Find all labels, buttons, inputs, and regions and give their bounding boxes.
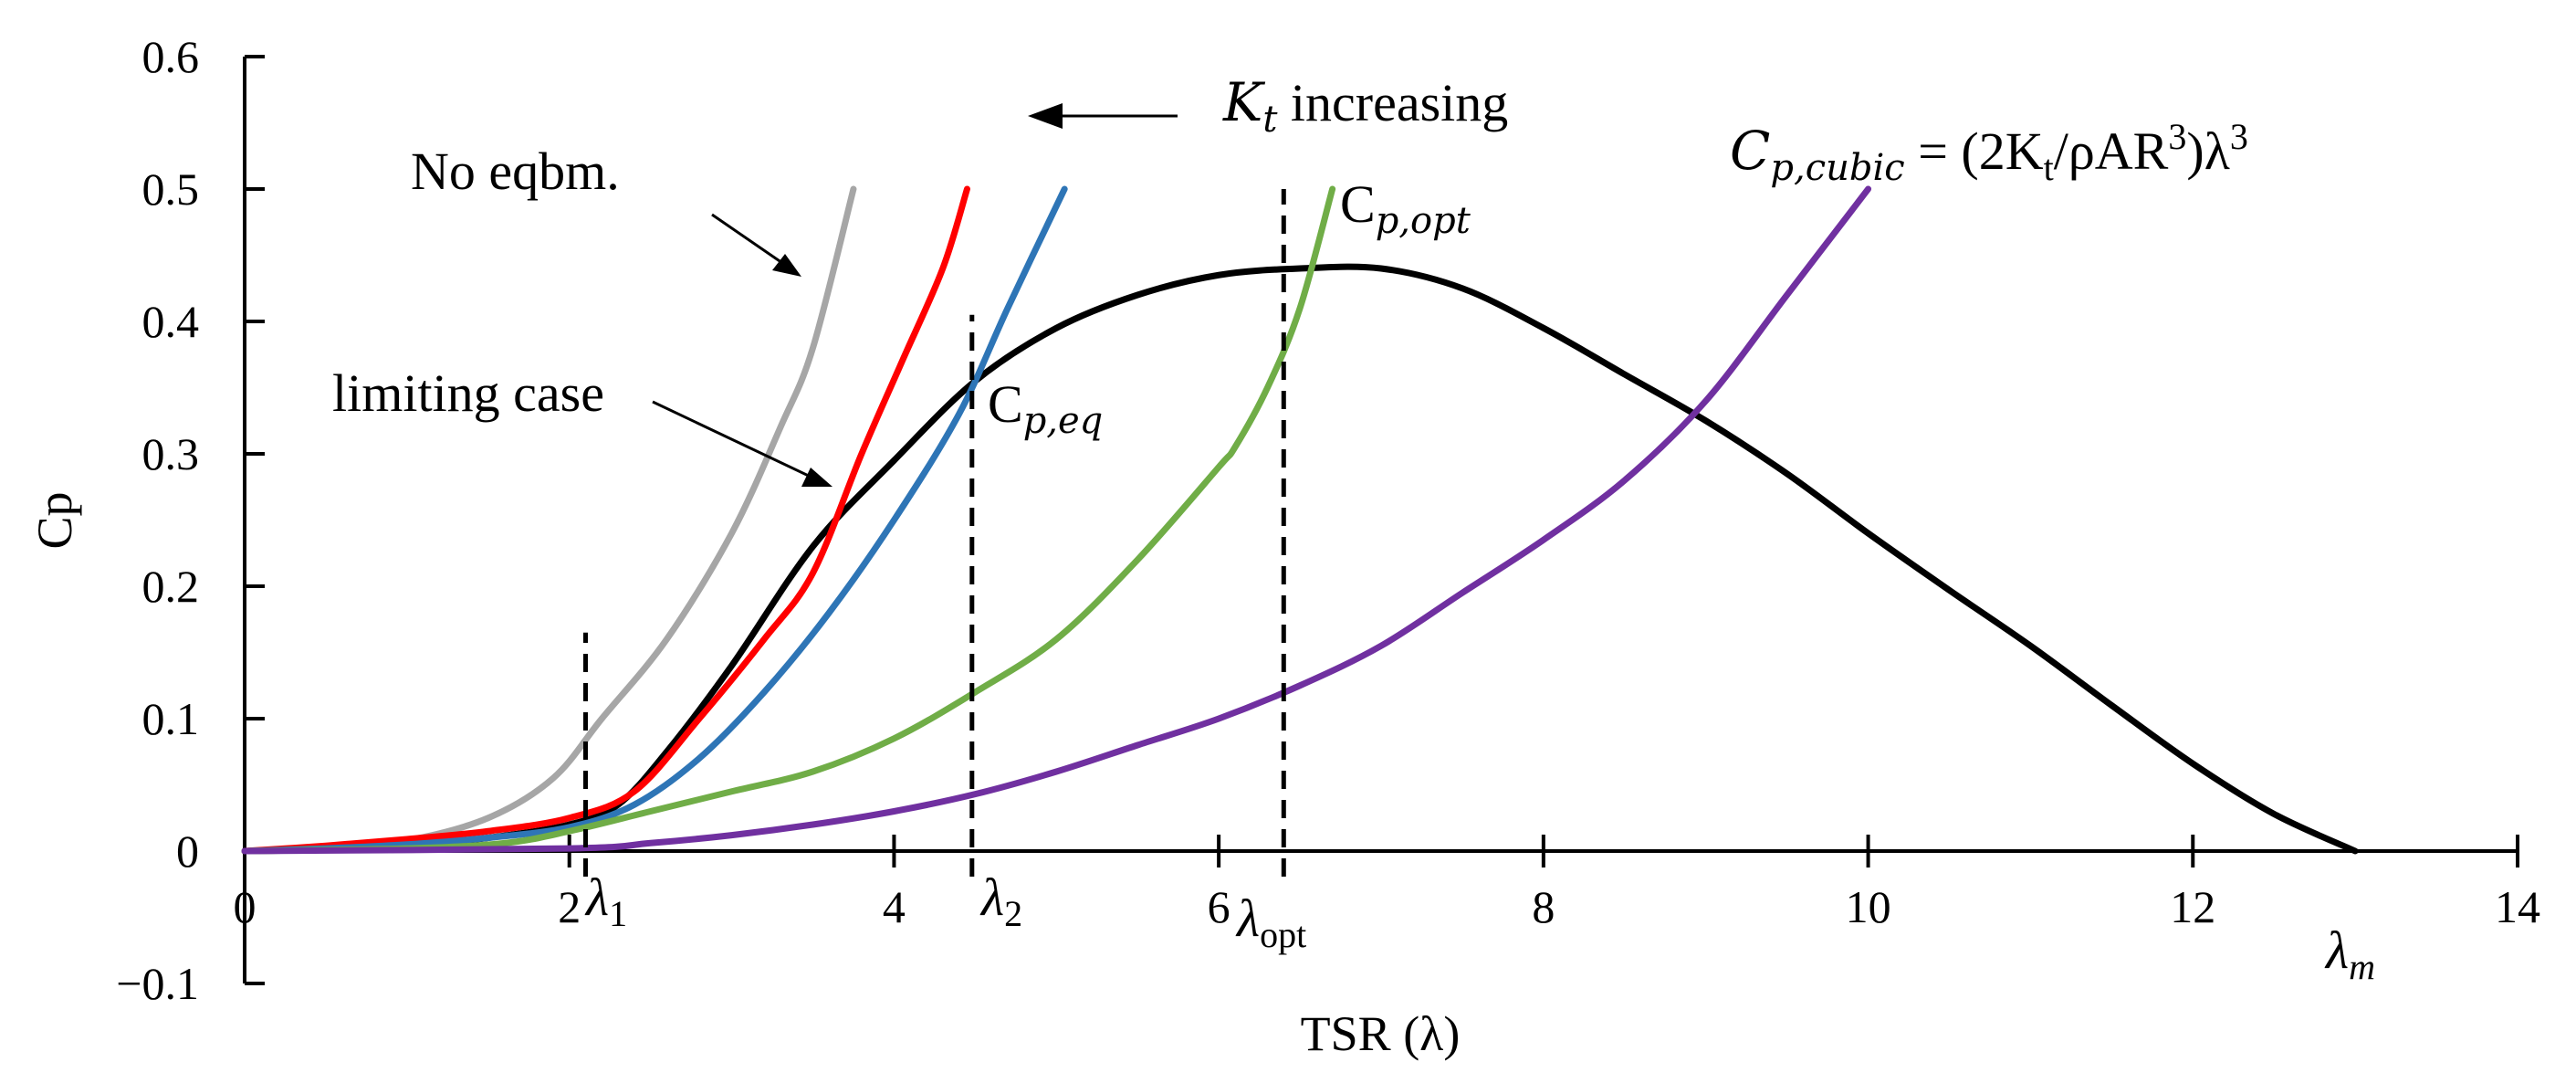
no-eqbm-arrow-line — [711, 213, 786, 267]
kt-arrowhead — [1028, 103, 1063, 129]
series-line-3 — [241, 185, 970, 855]
series-group — [241, 185, 2359, 855]
x-tick-label: 2 — [558, 881, 581, 932]
lambda-1-label: λ1 — [584, 867, 627, 934]
x-tick-label: 6 — [1208, 881, 1230, 932]
series-line-2 — [241, 185, 857, 855]
no-eqbm-arrowhead — [772, 254, 801, 277]
axes: 0 2 4 6 8 10 12 14−0.100.10.20.30.40.50.6 — [116, 31, 2540, 1009]
no-eqbm-label: No eqbm. — [411, 142, 620, 201]
lambda-m-symbol: λ — [2324, 920, 2349, 980]
series-line-5 — [241, 185, 1336, 855]
lambda-1-symbol: λ — [584, 867, 609, 927]
lambda-1-sub: 1 — [609, 893, 627, 934]
cp-cubic-rhs: = (2K — [1905, 121, 2044, 181]
cp-opt-sub: p,opt — [1376, 200, 1471, 242]
cp-eq-sub: p,eq — [1023, 400, 1104, 442]
limiting-case-arrowhead — [801, 468, 832, 487]
y-tick-label: 0.1 — [142, 693, 200, 744]
y-tick-label: 0.3 — [142, 428, 200, 479]
lambda-2-symbol: λ — [979, 867, 1004, 927]
series-line-4 — [241, 185, 1068, 855]
lambda-m-label: λm — [2324, 920, 2375, 987]
y-tick-label: −0.1 — [116, 958, 199, 1009]
lambda-m-sub: m — [2349, 946, 2375, 987]
x-tick-label: 14 — [2495, 881, 2540, 932]
y-tick-label: 0.2 — [142, 561, 200, 612]
kt-increasing-label: Kt increasing — [1222, 71, 1508, 141]
cp-cubic-sub: p,cubic — [1770, 147, 1904, 189]
x-tick-label: 4 — [883, 881, 906, 932]
x-tick-label: 10 — [1846, 881, 1891, 932]
lambda-2-sub: 2 — [1004, 893, 1022, 934]
cp-cubic-rhs-sub: t — [2044, 147, 2054, 188]
limiting-case-arrow-line — [652, 400, 813, 479]
y-axis-title: Cp — [27, 491, 82, 549]
kt-increasing-text: increasing — [1277, 73, 1508, 132]
kt-subscript: t — [1262, 99, 1278, 141]
limiting-case-label: limiting case — [332, 363, 604, 423]
cp-cubic-c: C — [1730, 120, 1770, 182]
y-tick-label: 0.6 — [142, 31, 200, 82]
lambda-opt-symbol: λ — [1235, 888, 1260, 948]
x-tick-label: 0 — [234, 881, 257, 932]
cp-opt-label: Cp,opt — [1340, 174, 1471, 242]
x-axis-title: TSR (λ) — [1301, 1006, 1461, 1061]
kt-symbol: K — [1222, 71, 1266, 133]
y-tick-label: 0.4 — [142, 296, 200, 347]
cp-opt-c: C — [1340, 174, 1376, 234]
cp-cubic-formula: Cp,cubic = (2Kt/ρAR3)λ3 — [1730, 116, 2248, 189]
cp-cubic-sup1: 3 — [2168, 116, 2186, 157]
cp-cubic-rhs2: /ρAR — [2054, 121, 2169, 181]
y-tick-label: 0 — [176, 825, 199, 877]
series-line-1 — [241, 263, 2359, 855]
y-tick-label: 0.5 — [142, 163, 200, 215]
cp-eq-c: C — [988, 374, 1023, 434]
lambda-2-label: λ2 — [979, 867, 1022, 934]
x-tick-label: 12 — [2170, 881, 2215, 932]
x-tick-label: 8 — [1532, 881, 1555, 932]
cp-cubic-rhs3: )λ — [2186, 121, 2229, 181]
cp-eq-label: Cp,eq — [988, 374, 1103, 442]
lambda-opt-sub: opt — [1260, 914, 1306, 955]
cp-cubic-sup2: 3 — [2230, 116, 2248, 157]
dashed-markers — [583, 189, 1286, 877]
lambda-opt-label: λopt — [1235, 888, 1306, 955]
series-line-6 — [241, 185, 1872, 855]
